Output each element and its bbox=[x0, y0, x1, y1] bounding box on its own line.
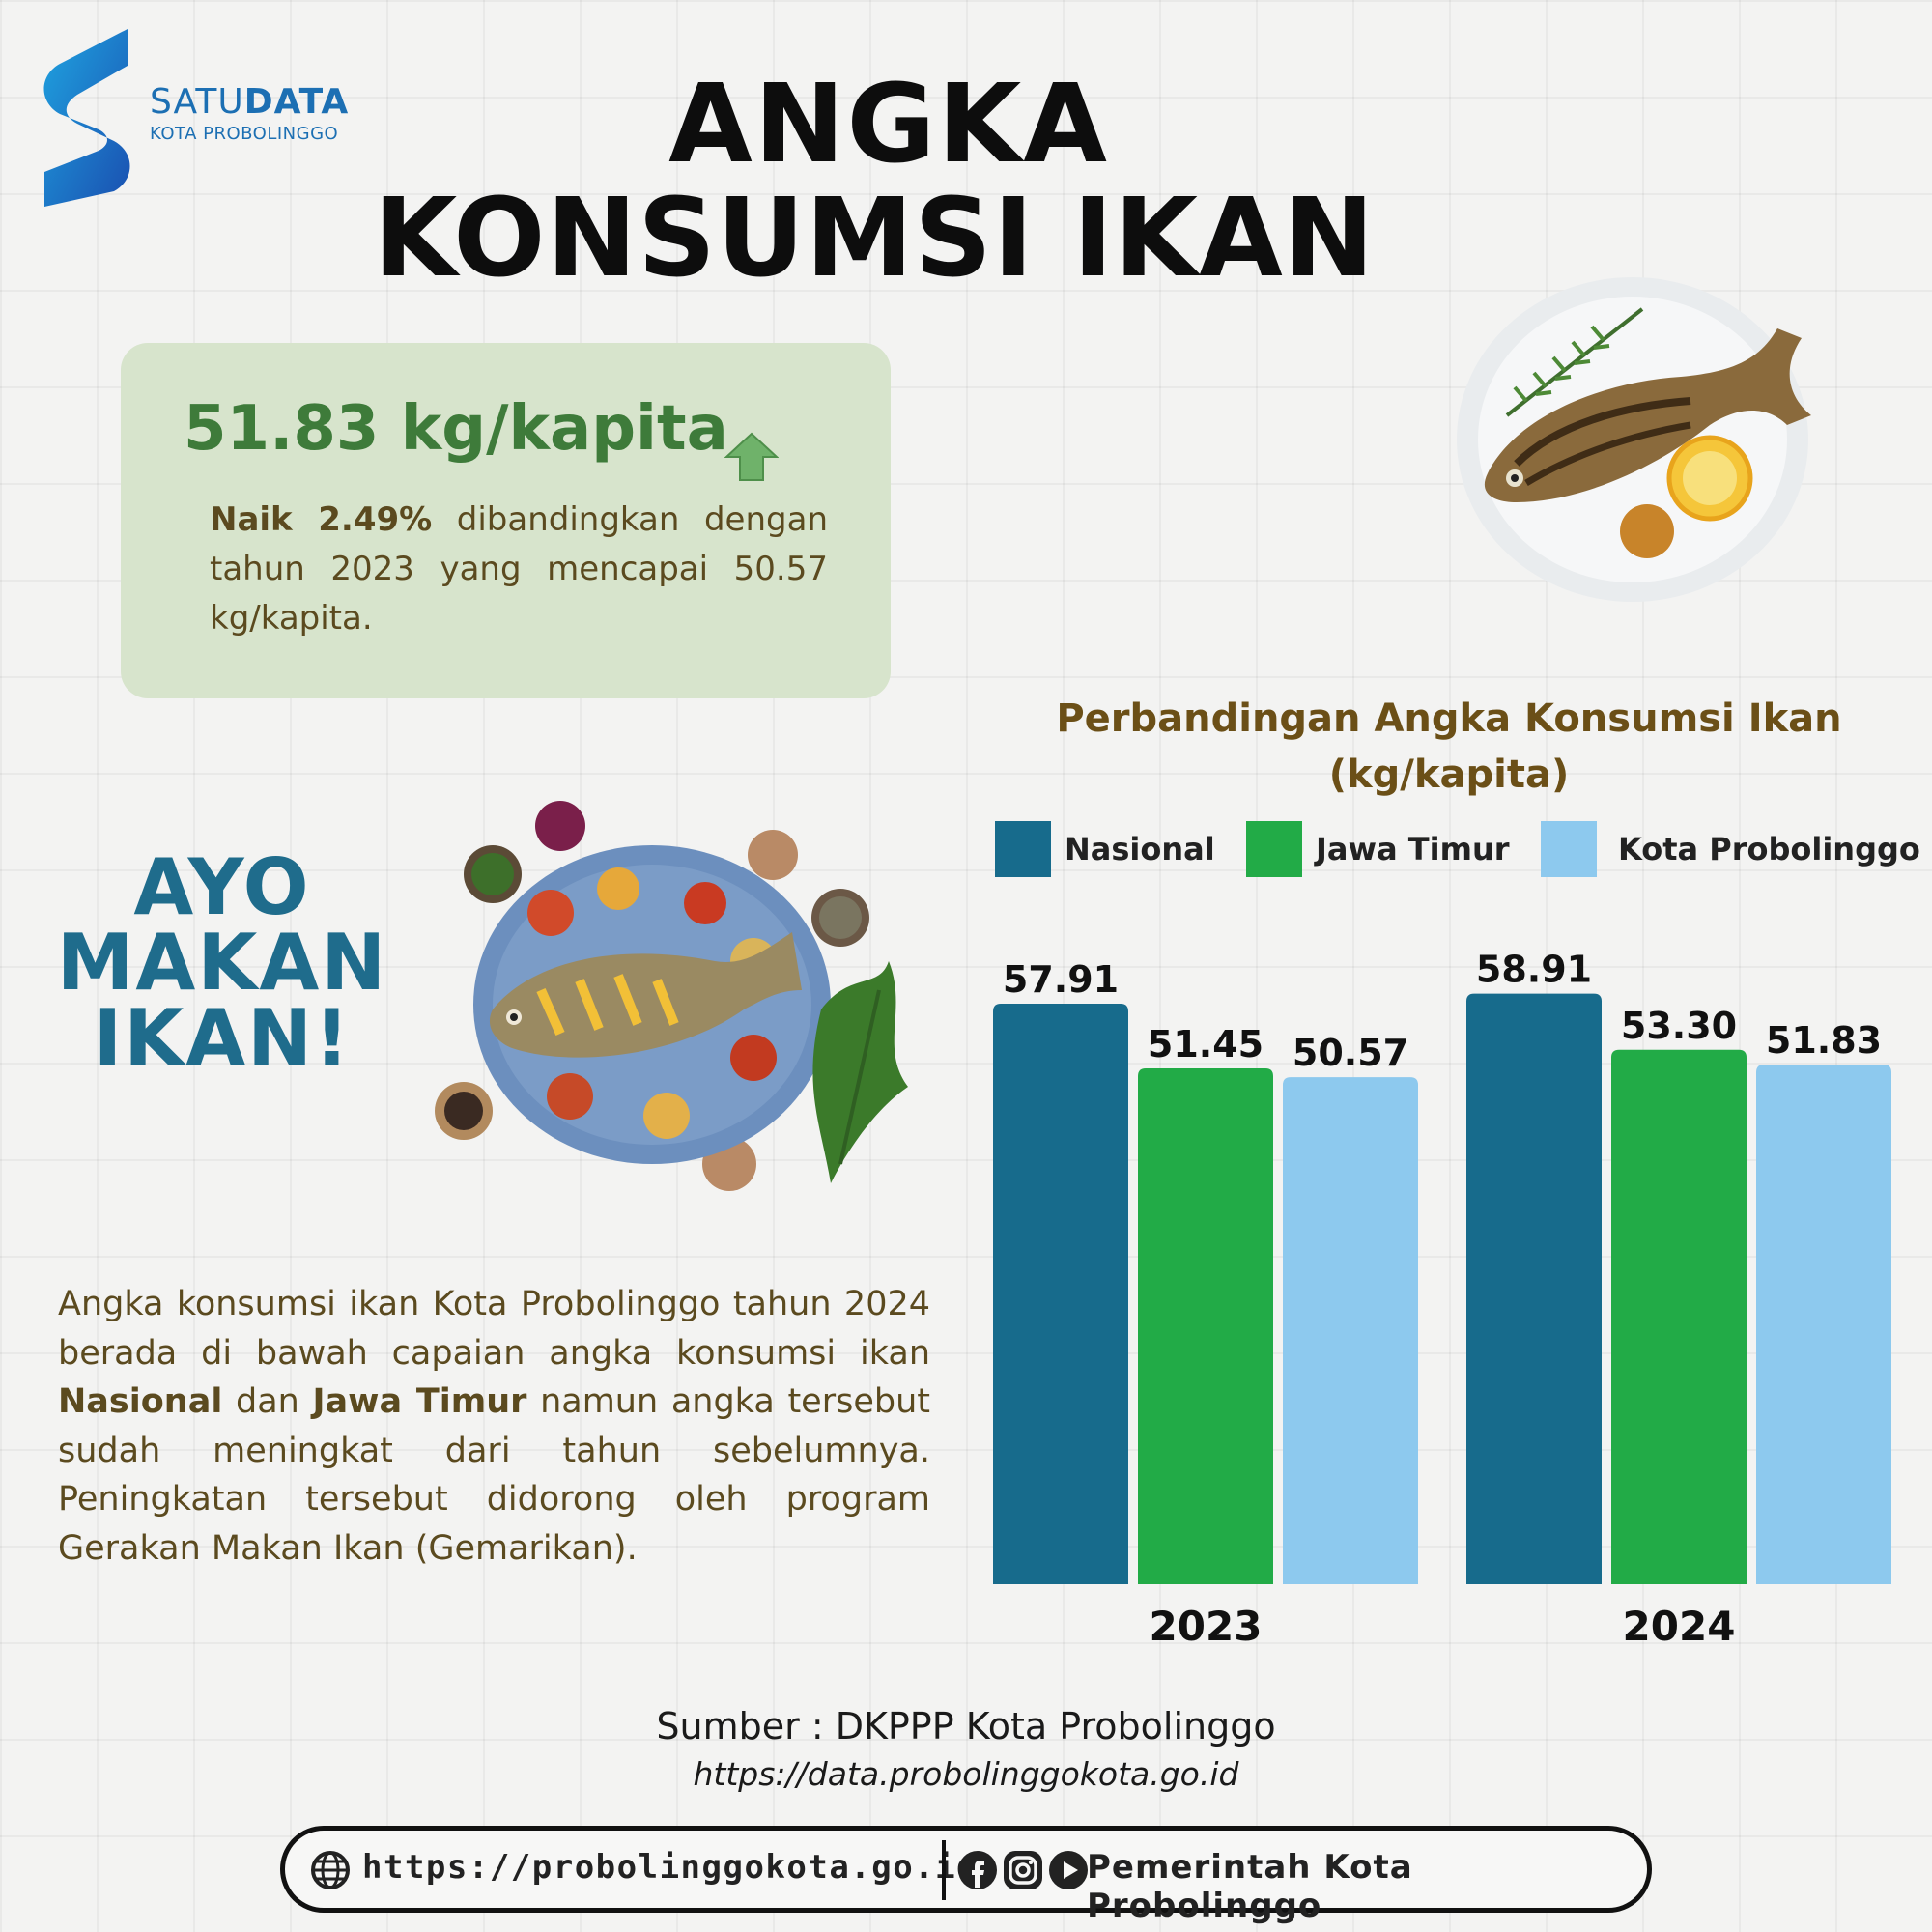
bar-jawa-timur-2024 bbox=[1611, 1049, 1747, 1584]
satudata-logo bbox=[43, 29, 130, 207]
data-label-nasional-2024: 58.91 bbox=[1476, 949, 1592, 991]
stat-card: 51.83 kg/kapita Naik 2.49% dibandingkan … bbox=[121, 343, 891, 698]
data-label-jawa-timur-2023: 51.45 bbox=[1148, 1023, 1264, 1065]
bar-jawa-timur-2023 bbox=[1138, 1067, 1273, 1584]
logo-text: SATUDATA KOTA PROBOLINGGO bbox=[150, 82, 349, 144]
data-label-kota-probolinggo-2023: 50.57 bbox=[1293, 1032, 1408, 1074]
x-tick-label-2024: 2024 bbox=[1623, 1603, 1736, 1650]
data-label-nasional-2023: 57.91 bbox=[1003, 958, 1119, 1001]
source-label: Sumber : DKPPP Kota Probolinggo bbox=[656, 1705, 1276, 1747]
legend-swatch-jawa-timur bbox=[1246, 821, 1302, 877]
title-line-2: KONSUMSI IKAN bbox=[373, 176, 1376, 301]
fish-dish-image bbox=[435, 801, 908, 1191]
x-tick-label-2023: 2023 bbox=[1150, 1603, 1263, 1650]
logo-brand: SATUDATA bbox=[150, 82, 350, 122]
bar-kota-probolinggo-2023 bbox=[1283, 1077, 1418, 1584]
slogan-line-2: MAKAN bbox=[56, 918, 388, 1008]
legend-swatch-nasional bbox=[995, 821, 1051, 877]
legend-item-nasional: Nasional bbox=[995, 821, 1215, 877]
grilled-fish-plate-image bbox=[1457, 277, 1811, 602]
bar-kota-probolinggo-2024 bbox=[1756, 1065, 1891, 1584]
slogan-line-1: AYO bbox=[133, 842, 311, 932]
footer-organization: Pemerintah Kota Probolinggo bbox=[1087, 1848, 1413, 1925]
stat-value: 51.83 kg/kapita bbox=[184, 393, 728, 465]
legend-swatch-kota-probolinggo bbox=[1541, 821, 1597, 877]
slogan: AYO MAKAN IKAN! bbox=[39, 842, 406, 1083]
slogan-line-3: IKAN! bbox=[93, 993, 352, 1083]
stat-description: Naik 2.49% dibandingkan dengan tahun 202… bbox=[210, 500, 828, 638]
chart-title-unit: (kg/kapita) bbox=[1328, 753, 1570, 797]
legend-label-nasional: Nasional bbox=[1065, 831, 1215, 867]
legend-label-kota-probolinggo: Kota Probolinggo bbox=[1618, 831, 1920, 867]
legend-item-kota-probolinggo: Kota Probolinggo bbox=[1541, 821, 1920, 877]
legend-item-jawa-timur: Jawa Timur bbox=[1246, 821, 1510, 877]
legend-label-jawa-timur: Jawa Timur bbox=[1316, 831, 1510, 867]
data-label-kota-probolinggo-2024: 51.83 bbox=[1766, 1019, 1882, 1062]
title-line-1: ANGKA bbox=[668, 62, 1109, 187]
up-arrow-icon bbox=[724, 432, 779, 481]
chart-title: Perbandingan Angka Konsumsi Ikan (kg/kap… bbox=[1053, 691, 1845, 803]
bar-chart: 57.91 51.45 50.57 2023 58.91 53.30 51.83 2024 bbox=[993, 949, 1891, 1650]
facebook-icon[interactable] bbox=[956, 1849, 999, 1891]
data-label-jawa-timur-2024: 53.30 bbox=[1621, 1005, 1737, 1047]
bar-nasional-2024 bbox=[1466, 993, 1602, 1584]
youtube-icon[interactable] bbox=[1047, 1849, 1090, 1891]
footer-website-link[interactable]: https://probolinggokota.go.id bbox=[362, 1848, 979, 1887]
page-title: ANGKA KONSUMSI IKAN bbox=[374, 68, 1584, 296]
globe-icon bbox=[311, 1851, 350, 1889]
logo-subtitle: KOTA PROBOLINGGO bbox=[150, 124, 339, 144]
instagram-icon[interactable] bbox=[1002, 1849, 1044, 1891]
description-paragraph: Angka konsumsi ikan Kota Probolinggo tah… bbox=[58, 1285, 930, 1568]
bar-nasional-2023 bbox=[993, 1003, 1128, 1584]
chart-title-main: Perbandingan Angka Konsumsi Ikan bbox=[1056, 696, 1842, 741]
source-url[interactable]: https://data.probolinggokota.go.id bbox=[693, 1755, 1239, 1793]
footer-divider bbox=[942, 1840, 946, 1900]
footer-bar: https://probolinggokota.go.id Pemerintah… bbox=[280, 1826, 1652, 1925]
